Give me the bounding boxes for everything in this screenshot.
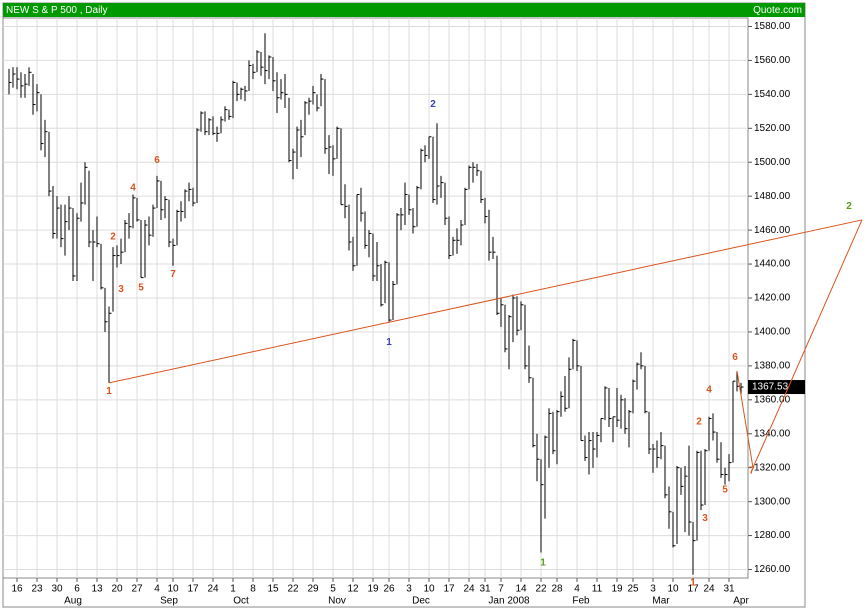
- x-tick-label: 25: [627, 584, 639, 595]
- wave-label: 1: [386, 337, 392, 348]
- x-tick-label: 6: [74, 584, 80, 595]
- header-bar: [3, 3, 805, 17]
- wave-label: 2: [696, 417, 702, 428]
- x-tick-label: 1: [230, 584, 236, 595]
- y-tick-label: 1480.00: [754, 191, 791, 202]
- wave-label: 6: [732, 352, 738, 363]
- wave-label: 1: [690, 578, 696, 589]
- x-tick-label: 24: [207, 584, 219, 595]
- source: Quote.com: [753, 5, 802, 16]
- y-tick-label: 1340.00: [754, 428, 791, 439]
- x-tick-label: 3: [406, 584, 412, 595]
- x-month-label: Aug: [64, 596, 82, 607]
- x-tick-label: 22: [535, 584, 547, 595]
- x-tick-label: 10: [167, 584, 179, 595]
- chart-title: NEW S & P 500 , Daily: [6, 5, 108, 16]
- wave-label: 6: [154, 155, 160, 166]
- x-tick-label: 28: [551, 584, 563, 595]
- wave-label: 7: [749, 466, 755, 477]
- y-tick-label: 1280.00: [754, 530, 791, 541]
- x-tick-label: 3: [650, 584, 656, 595]
- x-month-label: Apr: [733, 596, 749, 607]
- x-month-label: Nov: [328, 596, 346, 607]
- wave-label: 3: [702, 513, 708, 524]
- x-tick-label: 27: [131, 584, 143, 595]
- y-tick-label: 1460.00: [754, 225, 791, 236]
- x-month-label: Mar: [652, 596, 670, 607]
- x-tick-label: 8: [250, 584, 256, 595]
- x-tick-label: 7: [498, 584, 504, 595]
- x-tick-label: 26: [383, 584, 395, 595]
- y-tick-label: 1420.00: [754, 293, 791, 304]
- x-tick-label: 22: [287, 584, 299, 595]
- wave-label: 2: [430, 99, 436, 110]
- wave-label: 5: [722, 484, 728, 495]
- x-month-label: Oct: [233, 596, 249, 607]
- wave-label: 4: [706, 384, 712, 395]
- x-tick-label: 15: [267, 584, 279, 595]
- y-tick-label: 1300.00: [754, 496, 791, 507]
- projection-line: [736, 219, 863, 470]
- y-tick-label: 1560.00: [754, 55, 791, 66]
- x-tick-label: 23: [31, 584, 43, 595]
- last-price-label: 1367.53: [752, 382, 789, 393]
- wave-label: 3: [118, 284, 124, 295]
- x-tick-label: 12: [347, 584, 359, 595]
- x-month-label: Feb: [572, 596, 590, 607]
- x-tick-label: 17: [443, 584, 455, 595]
- x-tick-label: 31: [723, 584, 735, 595]
- x-month-label: Sep: [160, 596, 178, 607]
- wave-label: 7: [170, 269, 176, 280]
- y-tick-label: 1500.00: [754, 157, 791, 168]
- x-tick-label: 31: [479, 584, 491, 595]
- x-tick-label: 16: [11, 584, 23, 595]
- x-month-label: Dec: [412, 596, 430, 607]
- y-tick-label: 1520.00: [754, 123, 791, 134]
- y-tick-label: 1260.00: [754, 564, 791, 575]
- x-tick-label: 20: [111, 584, 123, 595]
- x-tick-label: 14: [515, 584, 527, 595]
- wave-label: 2: [846, 201, 852, 212]
- x-tick-label: 10: [423, 584, 435, 595]
- x-tick-label: 13: [91, 584, 103, 595]
- wave-label: 1: [106, 386, 112, 397]
- y-tick-label: 1320.00: [754, 462, 791, 473]
- y-tick-label: 1380.00: [754, 361, 791, 372]
- last-price-box: [748, 380, 805, 395]
- x-tick-label: 17: [187, 584, 199, 595]
- x-tick-label: 4: [574, 584, 580, 595]
- x-month-label: Jan 2008: [488, 596, 530, 607]
- wave-label: 4: [130, 182, 136, 193]
- x-tick-label: 10: [667, 584, 679, 595]
- x-tick-label: 17: [687, 584, 699, 595]
- y-tick-label: 1540.00: [754, 89, 791, 100]
- wave-label: 1: [540, 557, 546, 568]
- y-tick-label: 1400.00: [754, 327, 791, 338]
- x-tick-label: 29: [307, 584, 319, 595]
- x-tick-label: 24: [703, 584, 715, 595]
- x-tick-label: 19: [367, 584, 379, 595]
- x-tick-label: 4: [154, 584, 160, 595]
- wave-label: 5: [138, 282, 144, 293]
- x-tick-label: 5: [330, 584, 336, 595]
- y-tick-label: 1580.00: [754, 21, 791, 32]
- x-tick-label: 11: [592, 584, 603, 595]
- wave-label: 2: [110, 232, 116, 243]
- x-tick-label: 19: [611, 584, 623, 595]
- x-tick-label: 24: [463, 584, 475, 595]
- trend-line: [108, 219, 863, 384]
- x-tick-label: 30: [51, 584, 63, 595]
- y-tick-label: 1360.00: [754, 394, 791, 405]
- y-tick-label: 1440.00: [754, 259, 791, 270]
